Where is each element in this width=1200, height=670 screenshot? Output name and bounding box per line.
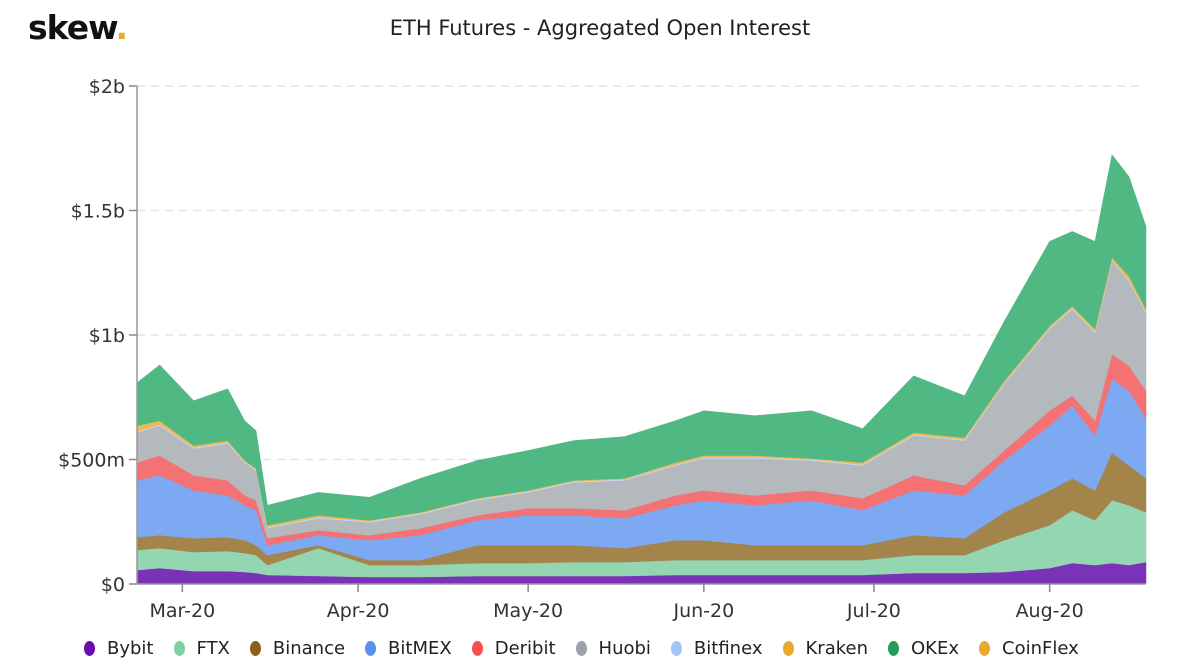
legend-item-kraken[interactable]: Kraken (782, 638, 869, 659)
x-tick-label: Aug-20 (1016, 600, 1084, 622)
legend-label: FTX (196, 638, 230, 659)
y-tick-label: $0 (101, 574, 125, 596)
legend-label: OKEx (911, 638, 959, 659)
y-tick-label: $1b (89, 325, 125, 347)
legend-marker-icon (670, 641, 682, 656)
legend-marker-icon (173, 641, 185, 656)
x-tick-label: Jul-20 (846, 600, 901, 622)
area-okex (136, 154, 1147, 526)
legend-item-deribit[interactable]: Deribit (471, 638, 556, 659)
legend-label: Bybit (107, 638, 154, 659)
legend-label: Bitfinex (693, 638, 763, 659)
legend-item-bitmex[interactable]: BitMEX (365, 638, 452, 659)
legend-marker-icon (782, 641, 794, 656)
legend-label: BitMEX (388, 638, 452, 659)
legend-marker-icon (979, 641, 990, 656)
legend-item-okex[interactable]: OKEx (888, 638, 959, 659)
legend-marker-icon (365, 641, 377, 656)
legend-label: Kraken (805, 638, 869, 659)
y-tick-label: $500m (58, 450, 125, 472)
y-tick-label: $1.5b (71, 201, 125, 223)
legend-marker-icon (575, 641, 587, 656)
legend-item-bybit[interactable]: Bybit (84, 638, 154, 659)
legend-marker-icon (888, 641, 899, 656)
x-tick-label: Apr-20 (327, 600, 390, 622)
chart-title: ETH Futures - Aggregated Open Interest (389, 16, 811, 40)
legend-item-huobi[interactable]: Huobi (575, 638, 651, 659)
legend-marker-icon (249, 641, 261, 656)
x-tick-label: Jun-20 (672, 600, 734, 622)
legend: Bybit FTX Binance BitMEX Deribit Huobi Bitfine… (84, 638, 1099, 659)
x-tick-label: May-20 (493, 600, 563, 622)
legend-label: Binance (272, 638, 346, 659)
logo-text: skew (28, 8, 116, 47)
logo-dot: . (115, 8, 128, 47)
legend-label: Huobi (598, 638, 651, 659)
x-tick-label: Mar-20 (150, 600, 216, 622)
legend-label: Deribit (494, 638, 556, 659)
legend-item-bitfinex[interactable]: Bitfinex (670, 638, 763, 659)
y-tick-label: $2b (89, 76, 125, 98)
skew-logo: skew. (28, 8, 128, 47)
legend-marker-icon (84, 641, 95, 656)
legend-marker-icon (471, 641, 483, 656)
legend-item-ftx[interactable]: FTX (173, 638, 230, 659)
legend-item-coinflex[interactable]: CoinFlex (979, 638, 1079, 659)
legend-label: CoinFlex (1002, 638, 1079, 659)
legend-item-binance[interactable]: Binance (249, 638, 346, 659)
